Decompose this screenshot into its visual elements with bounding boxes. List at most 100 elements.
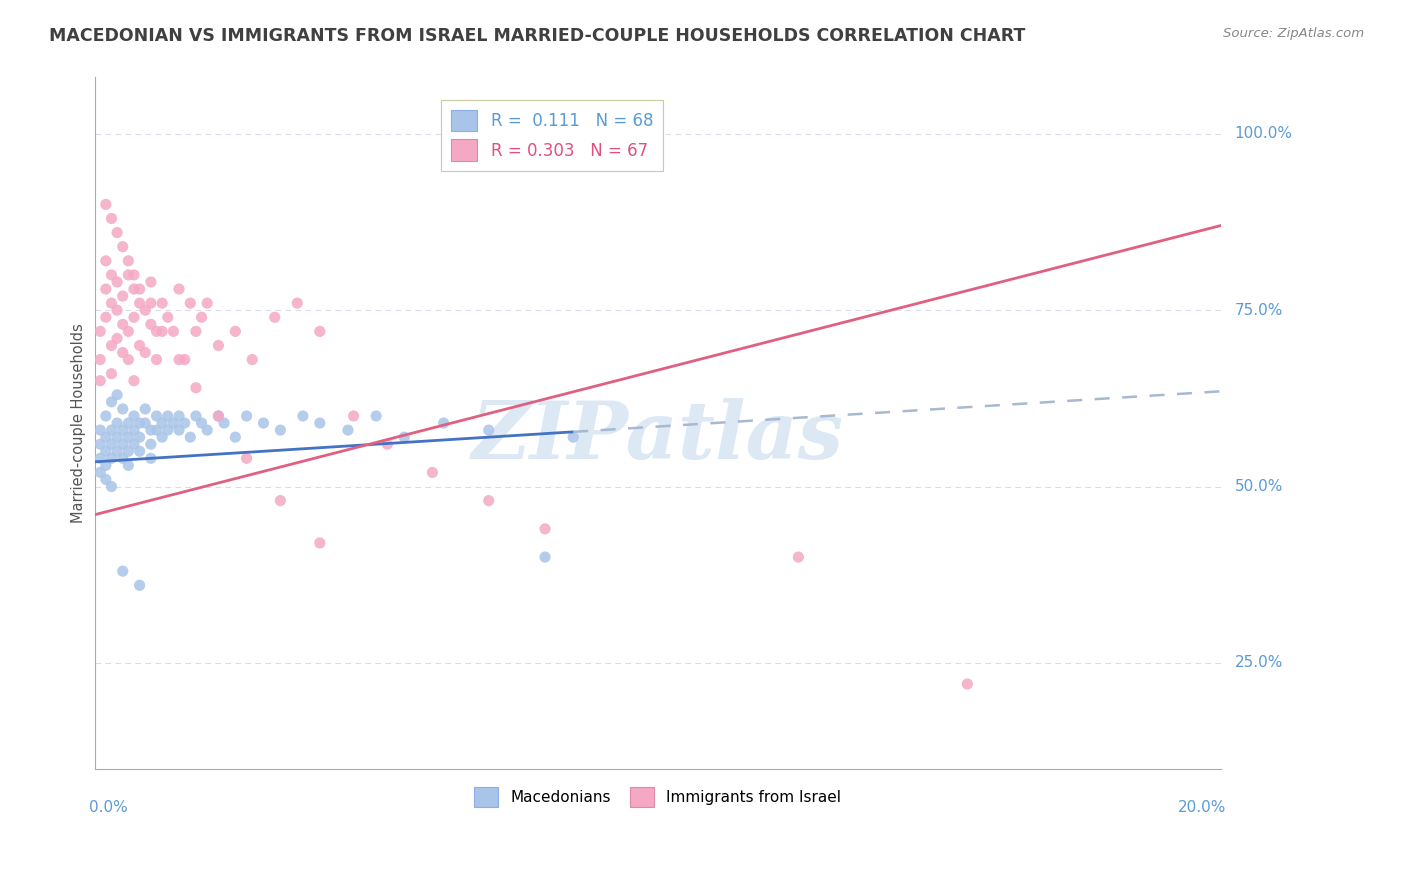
Point (117, 416, 139, 430)
Point (117, 324, 139, 338)
Point (89, 423, 111, 437)
Text: 20.0%: 20.0% (1178, 800, 1226, 814)
Point (269, 493, 291, 508)
Point (291, 409, 314, 423)
Point (224, 324, 246, 338)
Point (308, 324, 330, 338)
Point (105, 430, 128, 444)
Text: MACEDONIAN VS IMMIGRANTS FROM ISRAEL MARRIED-COUPLE HOUSEHOLDS CORRELATION CHART: MACEDONIAN VS IMMIGRANTS FROM ISRAEL MAR… (49, 27, 1025, 45)
Text: 75.0%: 75.0% (1234, 302, 1282, 318)
Point (128, 444, 150, 458)
Point (128, 338, 150, 352)
Point (122, 437, 145, 451)
Point (94, 444, 117, 458)
Point (162, 416, 184, 430)
Point (184, 324, 207, 338)
Point (235, 409, 257, 423)
Point (111, 345, 134, 359)
Point (156, 310, 179, 325)
Point (100, 437, 122, 451)
Point (150, 430, 173, 444)
Point (117, 444, 139, 458)
Point (94, 430, 117, 444)
Point (534, 550, 557, 565)
Point (122, 423, 145, 437)
Point (105, 275, 128, 289)
Point (179, 430, 201, 444)
Point (478, 423, 501, 437)
Point (145, 409, 167, 423)
Point (195, 423, 218, 437)
Point (117, 253, 139, 268)
Point (342, 409, 364, 423)
Point (184, 381, 207, 395)
Point (134, 416, 156, 430)
Point (128, 430, 150, 444)
Point (89, 451, 111, 466)
Point (134, 303, 156, 318)
Point (100, 211, 122, 226)
Point (122, 268, 145, 282)
Point (89, 352, 111, 367)
Point (128, 282, 150, 296)
Point (195, 296, 218, 310)
Point (139, 318, 162, 332)
Point (105, 331, 128, 345)
Point (100, 423, 122, 437)
Point (478, 493, 501, 508)
Point (100, 451, 122, 466)
Point (89, 324, 111, 338)
Point (100, 479, 122, 493)
Point (134, 345, 156, 359)
Point (145, 423, 167, 437)
Point (89, 374, 111, 388)
Point (173, 416, 195, 430)
Point (190, 416, 212, 430)
Point (235, 451, 257, 466)
Point (111, 451, 134, 466)
Point (111, 318, 134, 332)
Point (111, 289, 134, 303)
Point (377, 437, 399, 451)
Point (100, 395, 122, 409)
Point (956, 677, 979, 691)
Point (122, 310, 145, 325)
Point (562, 430, 585, 444)
Point (117, 352, 139, 367)
Point (128, 578, 150, 592)
Point (269, 423, 291, 437)
Point (94, 473, 117, 487)
Point (139, 437, 162, 451)
Point (162, 324, 184, 338)
Point (117, 430, 139, 444)
Point (212, 416, 235, 430)
Point (139, 451, 162, 466)
Text: 100.0%: 100.0% (1234, 127, 1292, 141)
Point (100, 268, 122, 282)
Text: 25.0%: 25.0% (1234, 656, 1282, 671)
Point (94, 253, 117, 268)
Point (285, 296, 308, 310)
Point (156, 409, 179, 423)
Point (224, 430, 246, 444)
Point (167, 409, 190, 423)
Point (111, 401, 134, 416)
Point (336, 423, 359, 437)
Point (105, 416, 128, 430)
Point (534, 522, 557, 536)
Point (89, 466, 111, 480)
Legend: Macedonians, Immigrants from Israel: Macedonians, Immigrants from Israel (468, 781, 848, 813)
Point (787, 550, 810, 565)
Point (122, 374, 145, 388)
Point (117, 268, 139, 282)
Point (433, 416, 456, 430)
Point (179, 296, 201, 310)
Point (145, 352, 167, 367)
Point (94, 458, 117, 473)
Point (207, 338, 229, 352)
Point (139, 275, 162, 289)
Point (94, 310, 117, 325)
Point (122, 282, 145, 296)
Text: 50.0%: 50.0% (1234, 479, 1282, 494)
Point (105, 444, 128, 458)
